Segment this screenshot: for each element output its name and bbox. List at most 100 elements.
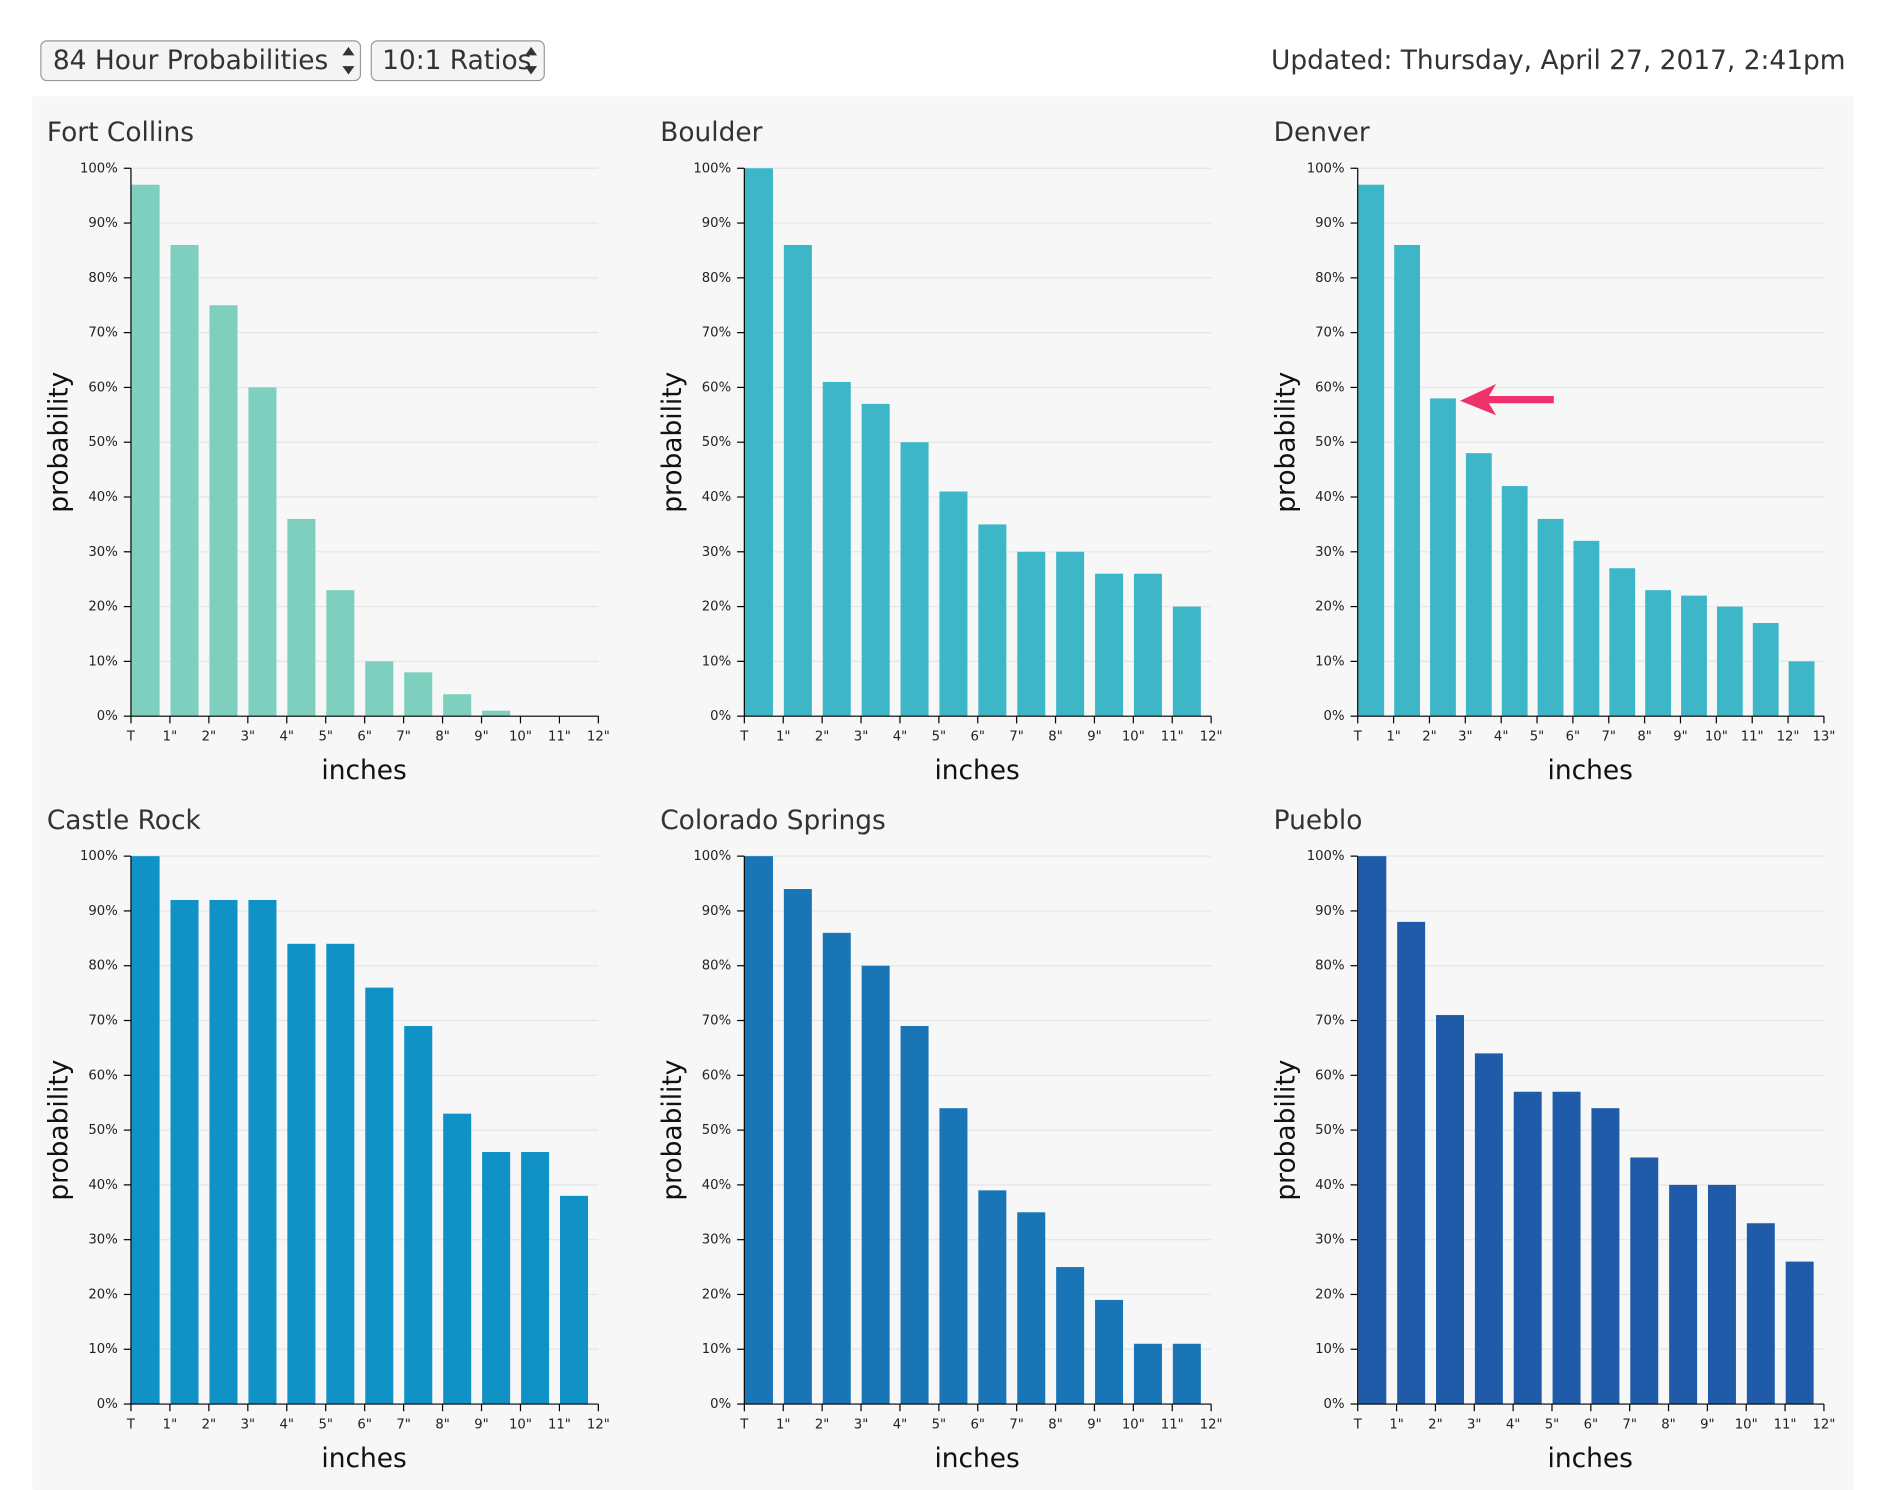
chart: Fort Collins 0% 10% 20% 30% 40% 50% 60% 70% 80% 90…: [44, 117, 610, 786]
y-tick-label: 50%: [1315, 435, 1344, 450]
x-tick-label: 5": [318, 730, 332, 745]
x-tick-label: 12": [1777, 730, 1800, 745]
bar: [1707, 1184, 1736, 1405]
bar: [1501, 486, 1528, 717]
x-tick-label: 1": [163, 1417, 177, 1432]
y-tick-label: 40%: [702, 1178, 731, 1193]
y-tick-label: 90%: [702, 904, 731, 919]
y-tick-label: 0%: [1324, 1397, 1345, 1412]
y-tick-label: 40%: [1315, 1178, 1344, 1193]
bar: [365, 987, 394, 1405]
bar: [209, 899, 238, 1405]
chart-title: Colorado Springs: [660, 805, 886, 836]
ratio-select[interactable]: 10:1 Ratios: [370, 40, 545, 82]
x-tick-label: 7": [1622, 1417, 1636, 1432]
bar: [1056, 1267, 1085, 1405]
bar: [861, 403, 890, 717]
bar: [443, 1113, 472, 1405]
bar: [1358, 856, 1387, 1405]
select-box[interactable]: [370, 40, 545, 82]
bar: [1552, 1091, 1581, 1405]
y-tick-label: 20%: [1315, 600, 1344, 615]
x-tick-label: 9": [1673, 730, 1687, 745]
x-tick-label: 8": [435, 1417, 449, 1432]
x-tick-label: 1": [776, 730, 790, 745]
x-axis-title: inches: [934, 755, 1019, 786]
x-tick-label: 7": [1602, 730, 1616, 745]
bar: [1465, 453, 1492, 717]
bar: [900, 1025, 929, 1405]
y-tick-label: 70%: [88, 326, 117, 341]
bar: [248, 387, 277, 717]
x-tick-label: 13": [1812, 730, 1835, 745]
chart: Colorado Springs 0% 10% 20% 30% 40% 50% 60% 70% 8…: [657, 805, 1223, 1474]
x-axis-title: inches: [321, 755, 406, 786]
y-tick-label: 30%: [702, 545, 731, 560]
y-tick-label: 10%: [88, 654, 117, 669]
y-tick-label: 20%: [88, 600, 117, 615]
bar: [1474, 1053, 1503, 1405]
y-tick-label: 90%: [1315, 904, 1344, 919]
x-tick-label: 11": [1741, 730, 1764, 745]
duration-select[interactable]: 84 Hour Probabilities: [40, 40, 362, 82]
x-tick-label: 6": [971, 1417, 985, 1432]
x-tick-label: 2": [815, 1417, 829, 1432]
bar: [939, 491, 968, 717]
y-tick-label: 20%: [1315, 1287, 1344, 1302]
y-tick-label: 30%: [88, 1233, 117, 1248]
x-tick-label: T: [126, 1417, 136, 1432]
y-tick-label: 60%: [1315, 380, 1344, 395]
x-tick-label: T: [1353, 1417, 1363, 1432]
y-tick-label: 50%: [88, 435, 117, 450]
select-box[interactable]: [40, 40, 362, 82]
y-tick-label: 40%: [702, 490, 731, 505]
bar: [1133, 1343, 1162, 1405]
x-tick-label: 5": [318, 1417, 332, 1432]
x-tick-label: T: [126, 730, 136, 745]
bar: [1430, 398, 1456, 717]
y-tick-label: 20%: [702, 1287, 731, 1302]
y-tick-label: 30%: [1315, 1233, 1344, 1248]
chart-title: Castle Rock: [47, 805, 202, 836]
x-tick-label: 10": [1122, 730, 1145, 745]
x-axis-title: inches: [1548, 1443, 1633, 1474]
x-tick-label: 12": [1812, 1417, 1835, 1432]
y-tick-label: 40%: [88, 1178, 117, 1193]
x-tick-label: 12": [1200, 1417, 1223, 1432]
bar: [822, 381, 851, 717]
bar: [1397, 921, 1426, 1405]
bar: [326, 590, 355, 717]
x-tick-label: 6": [357, 730, 371, 745]
x-tick-label: 1": [776, 1417, 790, 1432]
y-tick-label: 90%: [88, 904, 117, 919]
bar: [939, 1108, 968, 1405]
bar: [1609, 568, 1636, 717]
y-tick-label: 100%: [80, 849, 118, 864]
x-tick-label: 1": [163, 730, 177, 745]
bar: [1573, 540, 1600, 717]
bar: [783, 889, 812, 1405]
x-tick-label: 7": [1009, 730, 1023, 745]
select-text[interactable]: 84 Hour Probabilities: [53, 45, 328, 76]
y-tick-label: 100%: [693, 849, 731, 864]
y-axis-title: probability: [657, 1060, 688, 1201]
bar: [170, 899, 199, 1405]
y-tick-label: 90%: [702, 216, 731, 231]
x-tick-label: 9": [474, 1417, 488, 1432]
select-text[interactable]: 10:1 Ratios: [382, 45, 531, 76]
x-tick-label: 1": [1389, 1417, 1403, 1432]
x-tick-label: 11": [1774, 1417, 1797, 1432]
bar: [326, 943, 355, 1405]
bar: [1716, 606, 1743, 717]
x-tick-label: 8": [1048, 730, 1062, 745]
x-tick-label: 3": [241, 1417, 255, 1432]
y-tick-label: 30%: [702, 1233, 731, 1248]
y-axis-title: probability: [657, 372, 688, 513]
bar: [1788, 661, 1815, 717]
x-tick-label: 10": [509, 1417, 532, 1432]
chart: Boulder 0% 10% 20% 30% 40% 50% 60% 70% 80% 90% 100%…: [657, 117, 1223, 786]
x-tick-label: 5": [932, 1417, 946, 1432]
bar: [1172, 606, 1201, 717]
x-tick-label: 4": [1494, 730, 1508, 745]
